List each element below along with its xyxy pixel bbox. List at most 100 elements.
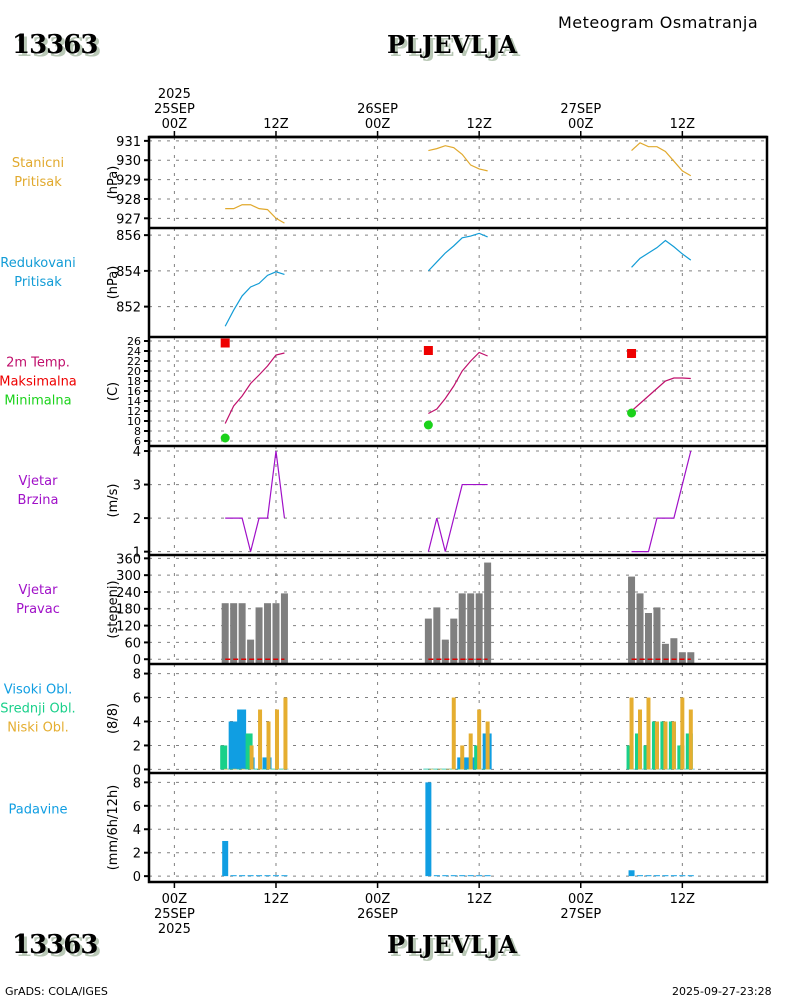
y-tick-label: 2 xyxy=(133,512,141,527)
cloud-bar xyxy=(270,768,278,770)
panel-label: Brzina xyxy=(18,493,59,508)
precip-bar xyxy=(247,875,254,877)
x-tick-label-top: 27SEP xyxy=(560,102,601,117)
precip-bar xyxy=(662,875,669,877)
precip-bar xyxy=(230,875,237,877)
panel-station_pressure: 927 928 929 930 931 (hPa) Stanicni Pritisak xyxy=(12,135,767,228)
y-tick-label: 928 xyxy=(116,193,141,208)
y-tick-label: 240 xyxy=(116,586,141,601)
cloud-bar xyxy=(262,768,270,770)
wind-dir-bar xyxy=(221,603,229,664)
y-tick-label: 1 xyxy=(133,546,141,561)
y-tick-label: 2 xyxy=(133,847,141,862)
cloud-bar xyxy=(254,768,262,770)
precip-bar xyxy=(222,840,229,877)
wind-dir-bar xyxy=(687,652,695,664)
y-tick-label: 22 xyxy=(127,355,141,368)
y-tick-label: 6 xyxy=(134,435,141,448)
y-tick-label: 6 xyxy=(133,691,141,706)
precip-bar xyxy=(467,875,474,877)
y-tick-label: 3 xyxy=(133,479,141,494)
precip-bar xyxy=(679,875,686,877)
precip-bar xyxy=(670,875,677,877)
panel-clouds: 0 2 4 6 8 (8/8) Visoki Obl. Srednji Obl. Niski O… xyxy=(0,662,767,778)
y-tick-label: 927 xyxy=(116,212,141,227)
wind-dir-bar xyxy=(467,593,475,664)
x-tick-label-bottom: 00Z xyxy=(365,892,391,907)
precip-bar xyxy=(281,875,288,877)
precip-bar xyxy=(484,875,491,877)
panel-reduced_pressure: 852 854 856 (hPa) Redukovani Pritisak xyxy=(0,226,767,337)
cloud-bar xyxy=(274,709,279,770)
y-tick-label: 930 xyxy=(116,154,141,169)
precip-bar xyxy=(272,875,279,877)
wind-dir-bar xyxy=(424,618,432,664)
panel-label: Padavine xyxy=(9,803,68,818)
wind-dir-bar xyxy=(255,607,263,664)
precip-bar xyxy=(653,875,660,877)
series-line-temperature xyxy=(428,351,488,415)
y-tick-label: 24 xyxy=(127,345,141,358)
panel-label: Niski Obl. xyxy=(7,721,69,736)
precip-bar xyxy=(239,875,246,877)
cloud-bar xyxy=(241,768,246,770)
y-tick-label: 6 xyxy=(133,800,141,815)
x-tick-label-bottom: 00Z xyxy=(162,892,188,907)
precip-bar xyxy=(425,782,432,877)
y-tick-label: 0 xyxy=(133,763,141,778)
wind-dir-bar xyxy=(475,593,483,664)
cloud-bar xyxy=(446,768,451,770)
wind-dir-bar xyxy=(644,613,652,664)
wind-dir-bar xyxy=(441,639,449,664)
panel-label: Vjetar xyxy=(19,474,59,489)
wind-dir-bar xyxy=(280,593,288,664)
cloud-bar xyxy=(245,733,253,770)
panel-label: Pritisak xyxy=(14,275,62,290)
wind-dir-bar xyxy=(661,643,669,664)
series-line-station_pressure xyxy=(225,204,285,224)
y-tick-label: 180 xyxy=(116,603,141,618)
min-temp-marker xyxy=(627,408,637,418)
cloud-bar xyxy=(228,721,238,770)
unit-label: (8/8) xyxy=(106,703,121,734)
x-tick-label-top: 2025 xyxy=(158,87,191,102)
max-temp-marker xyxy=(627,349,637,358)
wind-dir-bar xyxy=(272,603,280,664)
panel-label: Stanicni xyxy=(12,156,64,171)
panel-label: Srednji Obl. xyxy=(0,702,75,717)
precip-bar xyxy=(450,875,457,877)
series-line-station_pressure xyxy=(631,142,692,177)
cloud-bar xyxy=(437,768,442,770)
station-name-bottom: PLJEVLJA xyxy=(387,930,518,959)
wind-dir-bar xyxy=(484,562,492,664)
y-tick-label: 12 xyxy=(127,405,141,418)
y-tick-label: 8 xyxy=(133,776,141,791)
panel-label: Maksimalna xyxy=(0,375,77,390)
station-name-top: PLJEVLJA xyxy=(387,30,518,59)
station-id-top: 13363 xyxy=(12,30,98,60)
x-tick-label-bottom: 12Z xyxy=(670,892,696,907)
cloud-bar xyxy=(440,768,448,770)
y-tick-label: 4 xyxy=(133,445,141,460)
y-tick-label: 929 xyxy=(116,174,141,189)
y-tick-label: 0 xyxy=(133,653,141,668)
cloud-bar xyxy=(485,721,490,770)
y-tick-label: 120 xyxy=(116,620,141,635)
cloud-bar xyxy=(258,709,263,770)
cloud-bar xyxy=(431,768,439,770)
unit-label: (hPa) xyxy=(106,166,121,200)
y-tick-label: 852 xyxy=(116,301,141,316)
panel-wind_speed: 1 2 3 4 (m/s) Vjetar Brzina xyxy=(18,444,767,561)
panel-label: Pravac xyxy=(16,602,60,617)
cloud-bar xyxy=(266,721,271,770)
min-temp-marker xyxy=(220,433,230,443)
wind-dir-bar xyxy=(230,603,238,664)
wind-dir-bar xyxy=(653,607,661,664)
x-tick-label-top: 26SEP xyxy=(357,102,398,117)
cloud-bar xyxy=(654,721,659,770)
panel-label: Visoki Obl. xyxy=(4,683,72,698)
cloud-bar xyxy=(638,709,643,770)
x-tick-label-top: 00Z xyxy=(365,117,391,132)
y-tick-label: 4 xyxy=(133,715,141,730)
